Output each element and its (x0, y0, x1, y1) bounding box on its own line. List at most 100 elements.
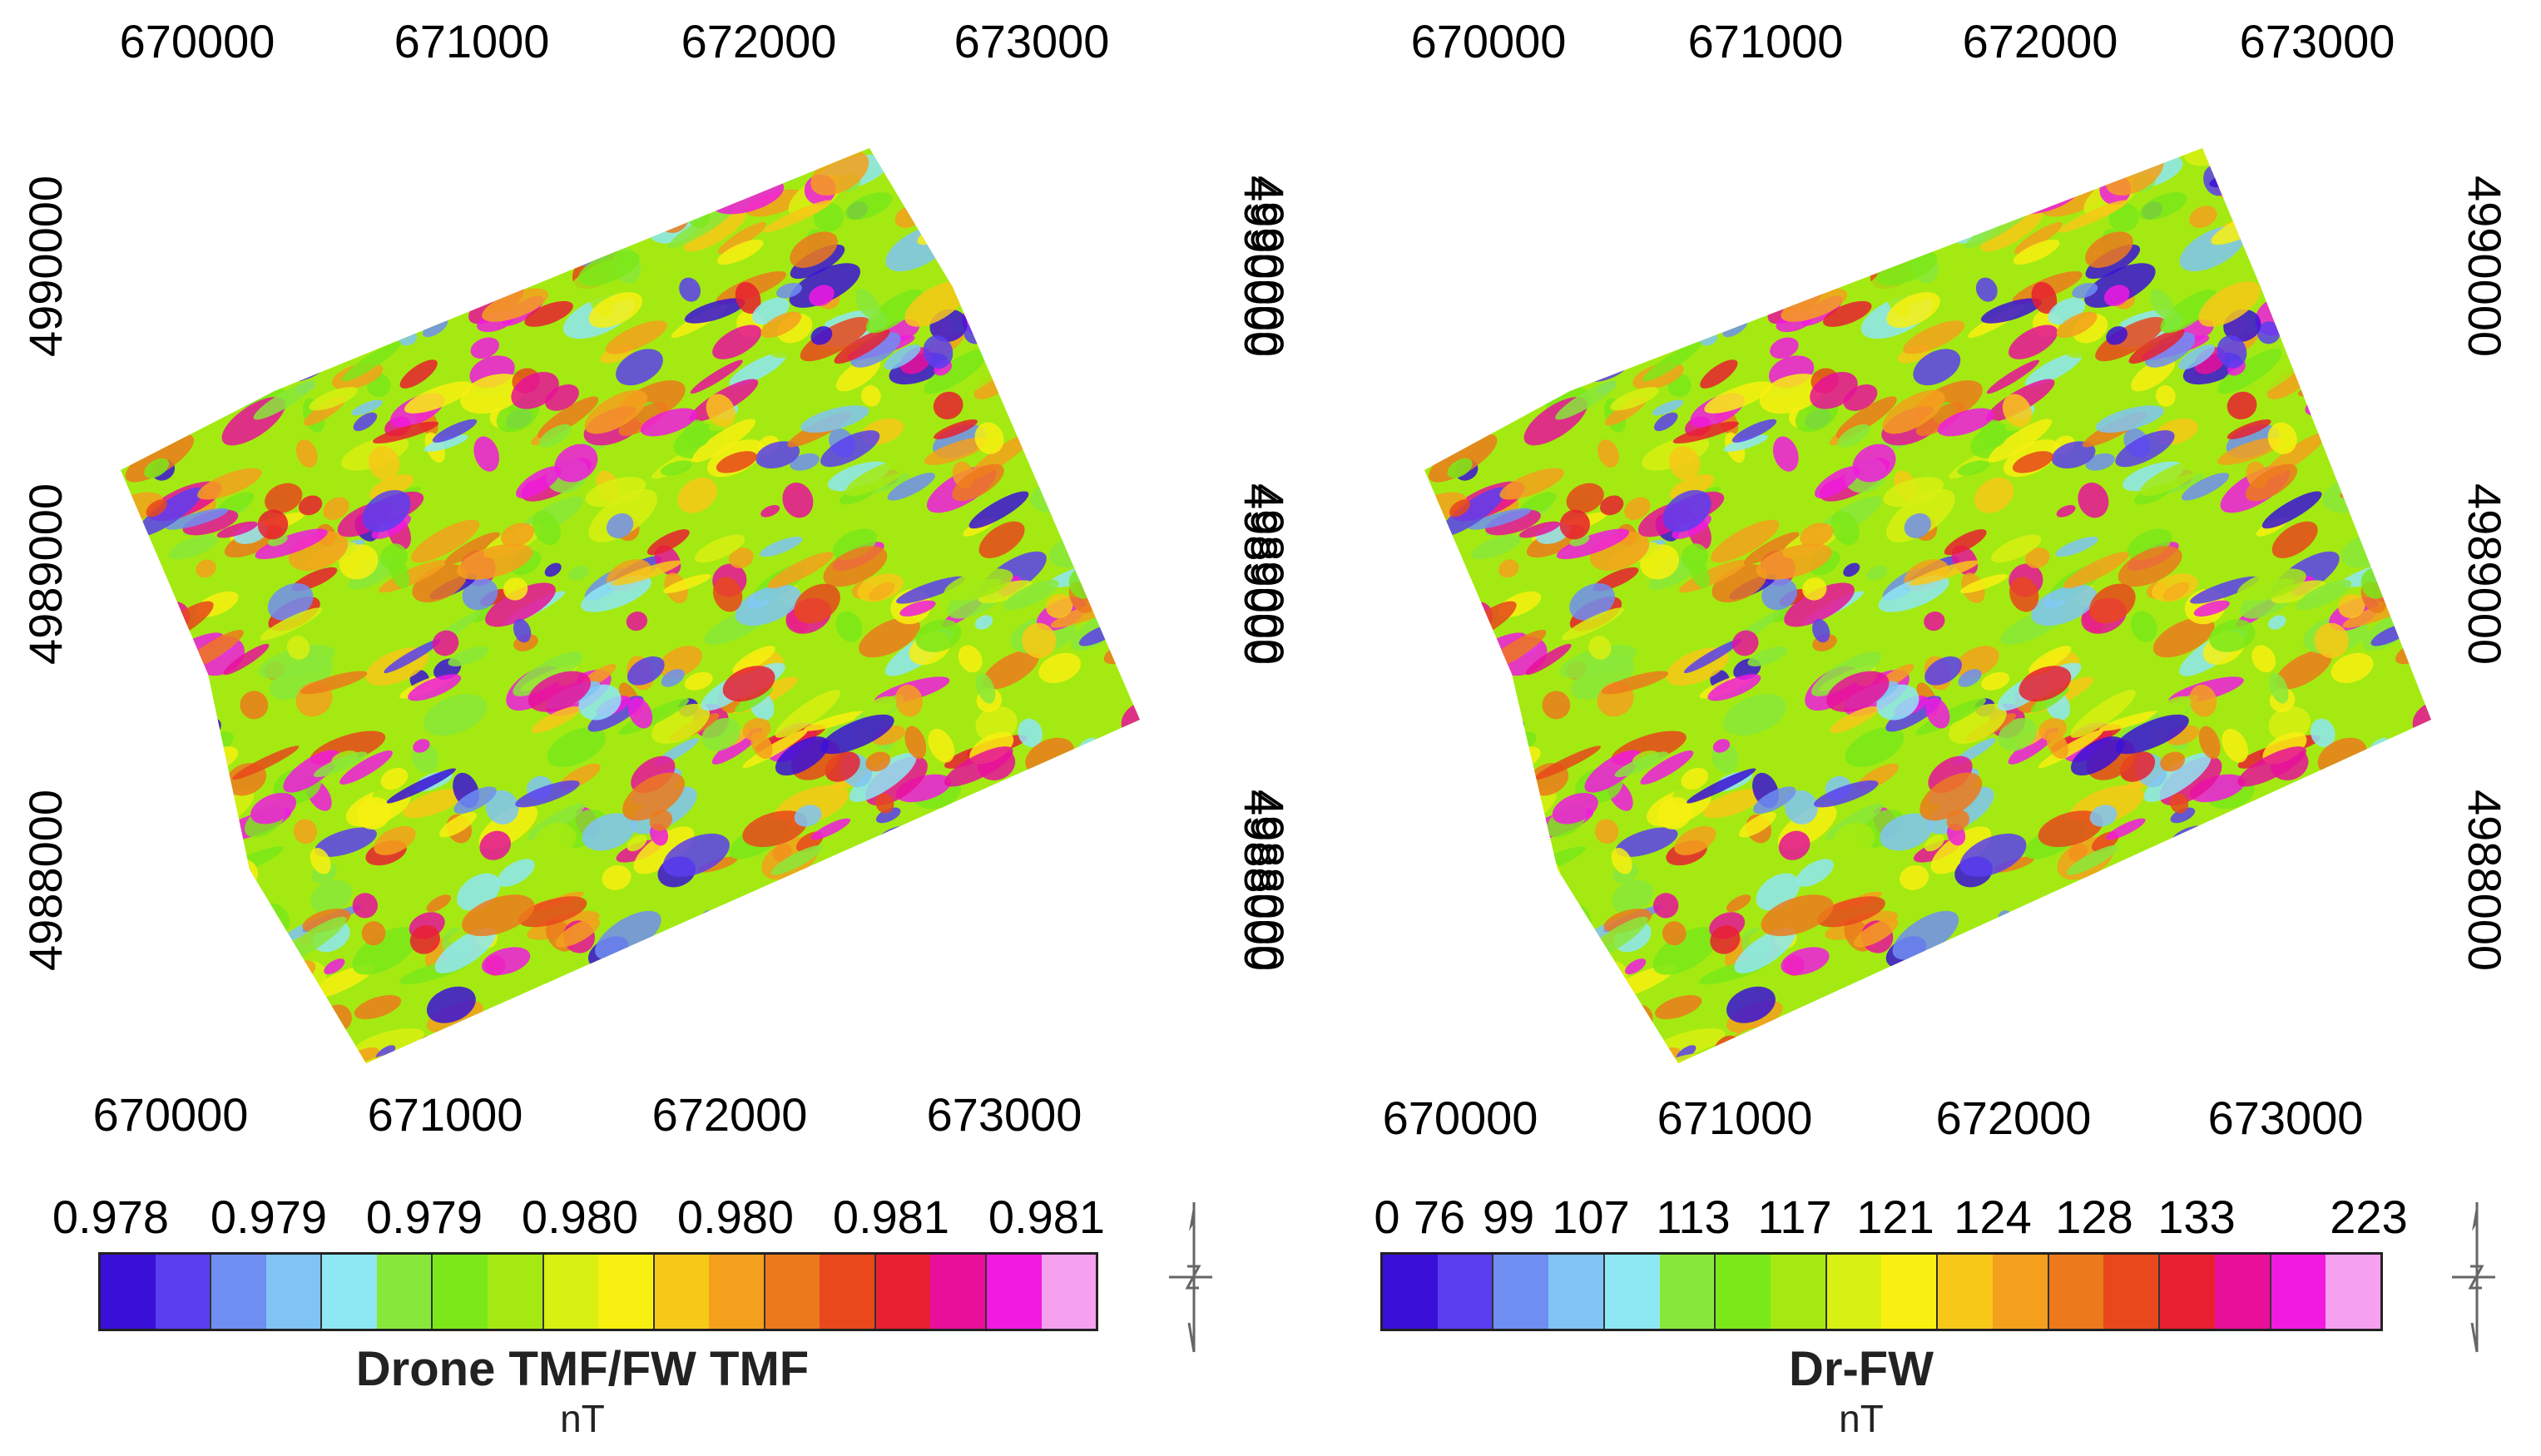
anomaly-blob (991, 932, 1040, 963)
anomaly-blob (172, 347, 196, 364)
anomaly-blob (2138, 192, 2187, 220)
anomaly-blob (1650, 152, 1701, 187)
anomaly-blob (2396, 983, 2431, 1021)
anomaly-blob (1944, 529, 1987, 556)
anomaly-blob (2270, 209, 2313, 243)
anomaly-blob (2389, 456, 2416, 485)
anomaly-blob (315, 827, 377, 857)
anomaly-blob (313, 751, 368, 777)
anomaly-blob (1734, 927, 1796, 973)
anomaly-blob (232, 241, 274, 273)
anomaly-blob (470, 337, 500, 359)
anomaly-blob (694, 534, 745, 563)
anomaly-blob (1910, 965, 1956, 997)
anomaly-blob (1970, 148, 2018, 170)
anomaly-blob (601, 148, 640, 156)
anomaly-blob (1707, 674, 1761, 701)
anomaly-blob (283, 1045, 344, 1063)
anomaly-blob (2217, 349, 2282, 394)
anomaly-blob (201, 925, 225, 943)
anomaly-blob (1797, 211, 1818, 235)
anomaly-blob (230, 379, 258, 400)
anomaly-blob (516, 466, 562, 498)
anomaly-blob (2318, 1005, 2384, 1051)
anomaly-blob (1072, 502, 1127, 528)
anomaly-blob (2338, 593, 2365, 619)
anomaly-blob (1723, 241, 1791, 272)
anomaly-blob (974, 422, 1004, 454)
anomaly-blob (1902, 980, 1948, 1007)
anomaly-blob (168, 712, 219, 745)
anomaly-blob (665, 148, 725, 186)
anomaly-blob (1781, 288, 1848, 322)
anomaly-blob (1509, 898, 1543, 918)
anomaly-blob (2232, 830, 2276, 868)
anomaly-blob (432, 418, 478, 443)
anomaly-blob (960, 207, 980, 223)
anomaly-blob (987, 998, 1013, 1033)
anomaly-blob (2069, 916, 2098, 944)
anomaly-blob (978, 1011, 1025, 1037)
anomaly-blob (605, 980, 650, 1007)
anomaly-blob (1974, 478, 2014, 513)
anomaly-blob (1723, 694, 1787, 736)
anomaly-blob (2385, 1032, 2413, 1057)
anomaly-blob (325, 1047, 380, 1063)
anomaly-blob (894, 684, 923, 717)
colorbar-swatch (1881, 1255, 1937, 1329)
anomaly-blob (875, 807, 901, 824)
anomaly-blob (1523, 243, 1584, 263)
anomaly-blob (2318, 387, 2395, 413)
anomaly-blob (2346, 220, 2403, 255)
anomaly-blob (2106, 326, 2127, 345)
anomaly-blob (1924, 656, 1963, 686)
anomaly-blob (208, 971, 239, 1005)
anomaly-blob (658, 646, 702, 678)
x-tick-bottom: 673000 (926, 1088, 1082, 1141)
anomaly-blob (167, 701, 212, 734)
anomaly-blob (121, 273, 135, 290)
anomaly-blob (857, 573, 904, 602)
anomaly-blob (2193, 600, 2230, 617)
anomaly-blob (974, 615, 993, 630)
anomaly-blob (915, 619, 962, 652)
anomaly-blob (2012, 451, 2053, 473)
colorbar-tick: 0.978 (52, 1191, 170, 1243)
anomaly-blob (2056, 505, 2076, 518)
anomaly-blob (462, 577, 498, 611)
anomaly-blob (2271, 1011, 2318, 1037)
anomaly-blob (2055, 537, 2098, 557)
colorbar-tick: 133 (2157, 1191, 2236, 1243)
anomaly-blob (1865, 148, 1903, 171)
anomaly-blob (479, 830, 511, 860)
anomaly-blob (2198, 281, 2261, 327)
anomaly-blob (982, 649, 1039, 690)
anomaly-blob (2025, 352, 2083, 387)
anomaly-blob (2189, 206, 2217, 228)
anomaly-blob (1980, 419, 2007, 448)
anomaly-blob (1061, 1014, 1082, 1041)
anomaly-blob (626, 612, 648, 631)
anomaly-blob (1919, 772, 1983, 821)
anomaly-blob (1092, 990, 1140, 1034)
anomaly-blob (354, 994, 402, 1020)
anomaly-blob (257, 509, 289, 540)
anomaly-blob (969, 235, 988, 250)
anomaly-blob (736, 998, 778, 1029)
anomaly-blob (1612, 879, 1654, 914)
anomaly-blob (215, 255, 260, 280)
anomaly-blob (448, 151, 470, 174)
anomaly-blob (1723, 434, 1768, 452)
anomaly-blob (1556, 528, 1630, 560)
colorbar-unit: nT (1839, 1397, 1884, 1440)
x-tick-top: 670000 (1410, 15, 1567, 67)
colorbar-swatch (2214, 1255, 2270, 1329)
anomaly-blob (364, 148, 420, 163)
anomaly-blob (1022, 382, 1053, 404)
anomaly-blob (1867, 148, 1890, 166)
anomaly-blob (1005, 381, 1043, 397)
anomaly-blob (627, 834, 647, 852)
anomaly-blob (423, 694, 488, 736)
anomaly-blob (136, 487, 204, 537)
anomaly-blob (663, 573, 711, 594)
